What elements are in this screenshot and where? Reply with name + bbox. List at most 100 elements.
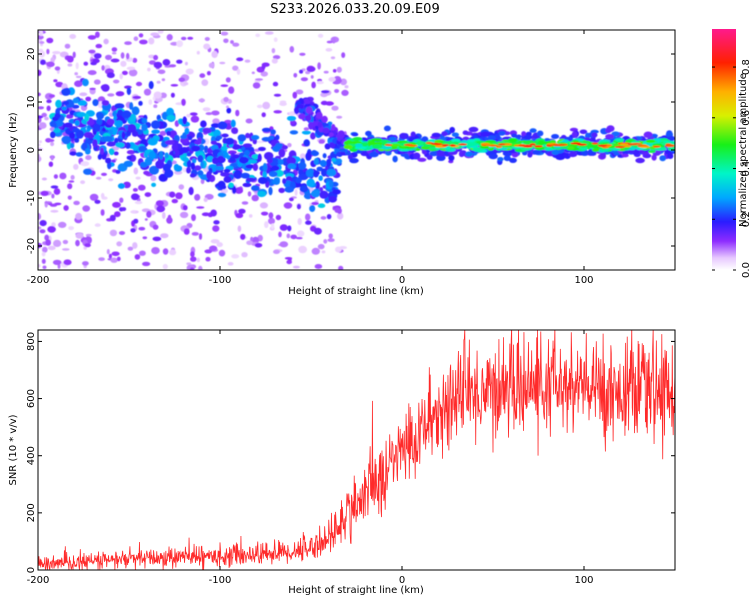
spectrogram-band-blob bbox=[245, 132, 251, 139]
spectrogram-noise-blob bbox=[73, 163, 79, 170]
spectrogram-noise-blob bbox=[153, 61, 163, 69]
spectrogram-band-blob bbox=[96, 117, 103, 126]
spectrogram-peak-blob bbox=[480, 142, 491, 146]
spectrogram-noise-blob bbox=[64, 43, 71, 49]
spectrogram-noise-blob bbox=[271, 48, 276, 54]
spectrogram-noise-blob bbox=[135, 176, 141, 180]
spectrogram-noise-blob bbox=[82, 205, 91, 212]
spectrogram-noise-blob bbox=[120, 52, 125, 59]
spectrogram-noise-blob bbox=[118, 231, 126, 235]
spectrogram-noise-blob bbox=[287, 143, 292, 148]
spectrogram-noise-blob bbox=[220, 31, 229, 36]
spectrogram-flat-band-blob bbox=[343, 144, 353, 150]
spectrogram-band-blob bbox=[54, 112, 61, 119]
snr-y-tick-label: 600 bbox=[26, 389, 37, 408]
spectrogram-noise-blob bbox=[38, 212, 42, 221]
spectrogram-noise-blob bbox=[187, 36, 194, 40]
spectrogram-noise-blob bbox=[63, 259, 72, 266]
spectrogram-noise-blob bbox=[289, 197, 294, 202]
spectrogram-noise-blob bbox=[228, 86, 235, 94]
spectrogram-flat-band-blob bbox=[340, 151, 346, 156]
spectrogram-noise-blob bbox=[254, 243, 263, 248]
spectrogram-noise-blob bbox=[311, 81, 316, 89]
spectrogram-band-blob bbox=[141, 118, 148, 124]
spectrogram-noise-blob bbox=[223, 96, 229, 103]
spectrogram-flat-band-blob bbox=[614, 138, 625, 142]
spectrogram-noise-blob bbox=[39, 220, 47, 227]
spectrogram-flat-band-blob bbox=[442, 141, 454, 145]
spectrogram-peak-blob bbox=[639, 145, 650, 148]
spectrogram-noise-blob bbox=[178, 77, 186, 83]
spectrogram-peak-blob bbox=[522, 145, 533, 148]
spectrogram-band-blob bbox=[324, 143, 331, 150]
spectrogram-noise-blob bbox=[143, 88, 152, 96]
spectrogram-noise-blob bbox=[38, 106, 44, 110]
spectrogram-band-blob bbox=[131, 106, 140, 116]
spectrogram-noise-blob bbox=[67, 183, 73, 190]
spectrogram-flat-band-blob bbox=[521, 131, 527, 137]
spectrogram-noise-blob bbox=[270, 223, 275, 230]
spectrogram-flat-band-blob bbox=[472, 147, 484, 152]
spectrogram-noise-blob bbox=[68, 226, 74, 231]
spectrogram-noise-blob bbox=[134, 200, 143, 205]
spectrogram-noise-blob bbox=[298, 245, 307, 254]
spectrogram-noise-blob bbox=[162, 59, 171, 66]
colorbar-tick-label: 0.8 bbox=[741, 59, 750, 75]
spectrogram-flat-band-blob bbox=[352, 137, 363, 141]
spectrogram-band-blob bbox=[115, 169, 121, 174]
snr-y-tick-label: 400 bbox=[26, 446, 37, 465]
spectrogram-noise-blob bbox=[38, 226, 42, 230]
spectrogram-flat-band-blob bbox=[479, 145, 489, 149]
spectrogram-noise-blob bbox=[212, 225, 220, 232]
spectrogram-noise-blob bbox=[148, 99, 153, 105]
spectrogram-noise-blob bbox=[262, 101, 271, 110]
spectrogram-noise-blob bbox=[109, 214, 116, 222]
spectrogram-band-blob bbox=[126, 155, 132, 160]
spectrogram-x-tick-label: 100 bbox=[574, 275, 593, 286]
spectrogram-noise-blob bbox=[50, 185, 59, 189]
spectrogram-noise-blob bbox=[336, 66, 342, 73]
spectrogram-band-blob bbox=[148, 81, 154, 90]
spectrogram-noise-blob bbox=[183, 228, 190, 235]
colorbar: 0.0 0.2 0.4 0.6 0.8 Normalized spectral ampl… bbox=[712, 29, 750, 278]
spectrogram-noise-blob bbox=[300, 77, 308, 82]
spectrogram-noise-blob bbox=[80, 161, 90, 167]
spectrogram-noise-blob bbox=[317, 243, 325, 250]
spectrogram-noise-blob bbox=[38, 48, 43, 52]
spectrogram-flat-band-blob bbox=[511, 151, 519, 158]
spectrogram-band-blob bbox=[200, 120, 207, 128]
spectrogram-noise-blob bbox=[94, 223, 101, 227]
spectrogram-branch-blob bbox=[315, 111, 323, 120]
spectrogram-noise-blob bbox=[206, 71, 211, 76]
spectrogram-flat-band-blob bbox=[668, 136, 675, 141]
spectrogram-noise-blob bbox=[300, 153, 306, 159]
spectrogram-band-blob bbox=[332, 189, 341, 195]
spectrogram-noise-blob bbox=[341, 89, 349, 96]
spectrogram-band-blob bbox=[165, 140, 175, 145]
spectrogram-band-blob bbox=[74, 137, 80, 143]
spectrogram-noise-blob bbox=[85, 233, 92, 237]
spectrogram-noise-blob bbox=[325, 48, 333, 52]
spectrogram-band-blob bbox=[127, 123, 137, 133]
spectrogram-noise-blob bbox=[170, 84, 179, 87]
snr-x-ticks: -200 -100 0 100 bbox=[27, 330, 594, 586]
spectrogram-flat-band-blob bbox=[621, 153, 629, 158]
spectrogram-flat-band-blob bbox=[351, 140, 362, 145]
spectrogram-noise-blob bbox=[234, 187, 244, 194]
spectrogram-band-blob bbox=[63, 122, 73, 128]
spectrogram-band-blob bbox=[223, 176, 232, 183]
spectrogram-noise-blob bbox=[321, 90, 330, 94]
spectrogram-band-blob bbox=[187, 135, 193, 141]
spectrogram-band-blob bbox=[151, 120, 161, 129]
spectrogram-flat-band-blob bbox=[351, 132, 359, 137]
snr-y-tick-label: 0 bbox=[26, 567, 37, 573]
spectrogram-band-blob bbox=[173, 163, 179, 171]
spectrogram-band-blob bbox=[261, 137, 272, 142]
spectrogram-band-blob bbox=[271, 165, 280, 171]
spectrogram-branch-blob bbox=[317, 121, 323, 128]
spectrogram-band-blob bbox=[84, 148, 91, 155]
snr-x-tick-label: -200 bbox=[27, 575, 50, 586]
spectrogram-noise-blob bbox=[216, 242, 223, 248]
spectrogram-noise-blob bbox=[156, 205, 166, 213]
spectrogram-branch-blob bbox=[308, 121, 314, 130]
